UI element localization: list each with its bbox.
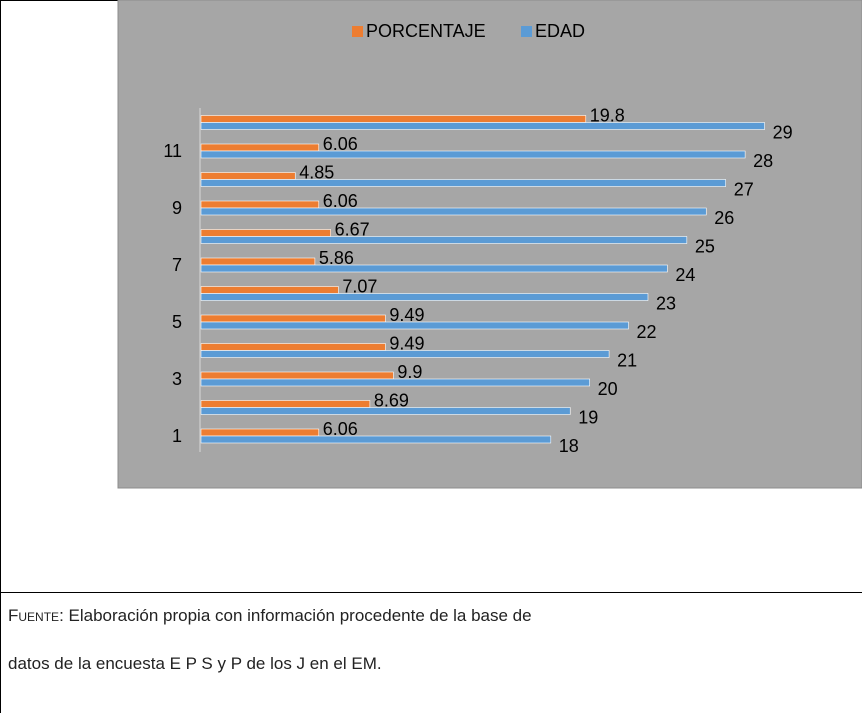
data-label: 28 — [753, 151, 773, 171]
y-tick-label: 7 — [172, 255, 182, 275]
bar — [200, 286, 339, 294]
data-label: 24 — [675, 265, 695, 285]
bar — [200, 435, 552, 444]
data-label: 25 — [695, 236, 715, 256]
bar — [200, 207, 707, 216]
data-label: 8.69 — [374, 390, 409, 410]
y-tick-label: 5 — [172, 312, 182, 332]
bar — [200, 257, 316, 266]
bar — [200, 407, 571, 415]
bar — [200, 150, 746, 159]
legend-label: EDAD — [535, 21, 585, 41]
source-text: datos de la encuesta E P S y P de los J … — [8, 654, 382, 673]
y-tick-label: 11 — [163, 141, 182, 161]
bar — [200, 115, 587, 123]
data-label: 22 — [637, 322, 657, 342]
chart: PORCENTAJE EDAD 1 6.06 18 8.69 19 3 9.9 20 9.49 21 5… — [117, 0, 862, 489]
data-label: 9.49 — [389, 305, 424, 325]
bar — [200, 314, 386, 323]
data-label: 5.86 — [319, 248, 354, 268]
data-label: 23 — [656, 293, 676, 313]
bar — [200, 371, 394, 380]
data-label: 19.8 — [590, 105, 625, 125]
data-label: 6.06 — [323, 191, 358, 211]
bar — [200, 321, 629, 330]
y-tick-label: 3 — [172, 369, 182, 389]
data-label: 6.06 — [323, 419, 358, 439]
y-tick-label: 1 — [172, 426, 182, 446]
source-line: Fuente: Elaboración propia con informaci… — [8, 606, 532, 626]
bar — [200, 179, 727, 187]
bar — [200, 400, 371, 408]
bar — [200, 122, 765, 130]
source-text: : Elaboración propia con información pro… — [59, 606, 532, 625]
data-label: 27 — [734, 179, 754, 199]
data-label: 4.85 — [299, 162, 334, 182]
data-label: 29 — [773, 122, 793, 142]
bar — [200, 264, 668, 273]
bar — [200, 378, 590, 387]
legend-label: PORCENTAJE — [366, 21, 486, 41]
data-label: 20 — [598, 379, 618, 399]
bar — [200, 172, 296, 180]
data-label: 9.49 — [389, 333, 424, 353]
bar — [200, 343, 386, 351]
data-label: 21 — [617, 350, 637, 370]
data-label: 26 — [714, 208, 734, 228]
data-label: 6.06 — [323, 134, 358, 154]
data-label: 7.07 — [342, 276, 377, 296]
bar — [200, 236, 688, 244]
bar — [200, 350, 610, 358]
bar — [200, 143, 320, 152]
data-label: 9.9 — [397, 362, 422, 382]
data-label: 19 — [578, 407, 598, 427]
source-label: Fuente — [8, 606, 60, 625]
bar — [200, 229, 331, 237]
legend-swatch — [521, 26, 532, 37]
bar — [200, 428, 320, 437]
bar — [200, 293, 649, 301]
data-label: 18 — [559, 436, 579, 456]
bar — [200, 200, 320, 209]
y-tick-label: 9 — [172, 198, 182, 218]
data-label: 6.67 — [335, 219, 370, 239]
legend-swatch — [352, 26, 363, 37]
source-line: datos de la encuesta E P S y P de los J … — [8, 654, 382, 674]
